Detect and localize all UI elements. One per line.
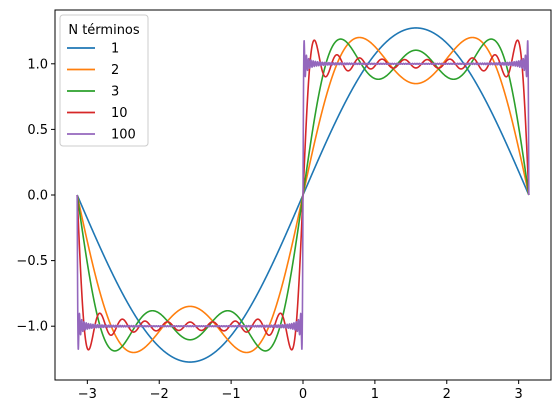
series-line-100 <box>76 40 530 350</box>
y-tick-label: 1.0 <box>27 57 48 72</box>
y-tick-label: −1.0 <box>16 320 48 335</box>
legend-entries: 1 2 3 10 100 <box>67 42 136 143</box>
legend-label-10: 10 <box>111 106 128 121</box>
legend: N términos 1 2 3 10 100 <box>59 14 149 147</box>
legend-title: N términos <box>68 23 140 38</box>
series-layer <box>76 27 530 363</box>
x-tick-label: 0 <box>299 387 307 402</box>
legend-label-3: 3 <box>111 85 119 100</box>
y-tick-label: 0.5 <box>27 123 48 138</box>
legend-label-1: 1 <box>111 42 119 57</box>
legend-label-100: 100 <box>111 128 136 143</box>
legend-label-2: 2 <box>111 63 119 78</box>
y-tick-label: 0.0 <box>27 189 48 204</box>
x-tick-label: −3 <box>78 387 97 402</box>
x-tick-label: 1 <box>371 387 379 402</box>
y-tick-label: −0.5 <box>16 254 48 269</box>
x-tick-label: −1 <box>222 387 241 402</box>
x-tick-label: 2 <box>443 387 451 402</box>
x-tick-label: −2 <box>150 387 169 402</box>
x-tick-label: 3 <box>515 387 523 402</box>
x-axis: −3 −2 −1 0 1 2 3 <box>78 380 523 402</box>
y-axis: −1.0 −0.5 0.0 0.5 1.0 <box>16 57 55 335</box>
